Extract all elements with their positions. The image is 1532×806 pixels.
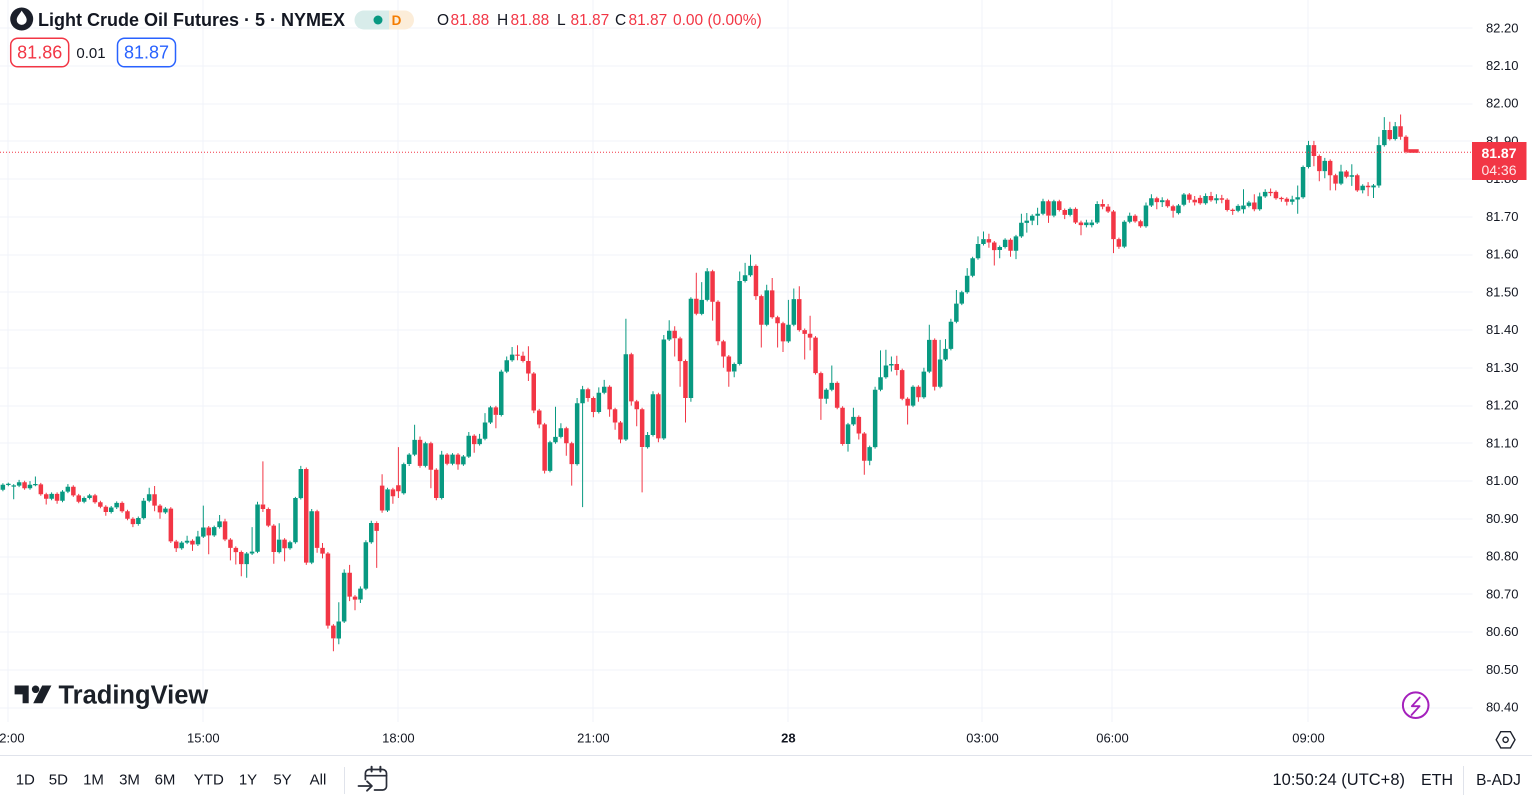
svg-text:Light Crude Oil Futures · 5 ·: Light Crude Oil Futures · 5 · NYMEX <box>38 9 346 30</box>
svg-text:B-ADJ: B-ADJ <box>1476 772 1521 789</box>
svg-text:10:50:24 (UTC+8): 10:50:24 (UTC+8) <box>1272 771 1405 789</box>
svg-text:28: 28 <box>781 731 795 746</box>
svg-text:81.10: 81.10 <box>1486 436 1519 451</box>
svg-text:81.87: 81.87 <box>629 12 668 29</box>
svg-text:1Y: 1Y <box>239 772 257 789</box>
svg-text:0.01: 0.01 <box>76 45 105 62</box>
svg-text:80.80: 80.80 <box>1486 549 1519 564</box>
svg-text:O: O <box>437 12 449 29</box>
svg-text:TradingView: TradingView <box>59 681 209 709</box>
svg-text:1M: 1M <box>83 772 104 789</box>
svg-text:81.40: 81.40 <box>1486 322 1519 337</box>
svg-text:1D: 1D <box>16 772 35 789</box>
svg-text:6M: 6M <box>155 772 176 789</box>
svg-text:81.60: 81.60 <box>1486 247 1519 262</box>
svg-text:81.50: 81.50 <box>1486 285 1519 300</box>
svg-text:0.00 (0.00%): 0.00 (0.00%) <box>673 12 762 29</box>
svg-text:18:00: 18:00 <box>382 731 415 746</box>
svg-text:80.60: 80.60 <box>1486 624 1519 639</box>
svg-text:03:00: 03:00 <box>966 731 999 746</box>
svg-text:04:36: 04:36 <box>1481 162 1516 178</box>
svg-text:81.30: 81.30 <box>1486 360 1519 375</box>
svg-text:C: C <box>615 12 626 29</box>
svg-text:82.00: 82.00 <box>1486 96 1519 111</box>
svg-text:81.00: 81.00 <box>1486 473 1519 488</box>
svg-text:09:00: 09:00 <box>1292 731 1325 746</box>
svg-text:12:00: 12:00 <box>0 731 25 746</box>
svg-text:80.40: 80.40 <box>1486 700 1519 715</box>
svg-text:81.87: 81.87 <box>124 43 169 63</box>
svg-text:ETH: ETH <box>1421 772 1453 789</box>
svg-text:81.88: 81.88 <box>451 12 490 29</box>
svg-text:81.86: 81.86 <box>17 43 62 63</box>
svg-text:5Y: 5Y <box>273 772 291 789</box>
svg-text:81.70: 81.70 <box>1486 209 1519 224</box>
svg-text:81.87: 81.87 <box>1481 145 1516 161</box>
svg-text:H: H <box>497 12 508 29</box>
svg-text:21:00: 21:00 <box>577 731 610 746</box>
svg-text:3M: 3M <box>119 772 140 789</box>
svg-text:80.50: 80.50 <box>1486 662 1519 677</box>
svg-text:82.20: 82.20 <box>1486 20 1519 35</box>
svg-text:06:00: 06:00 <box>1096 731 1129 746</box>
svg-text:YTD: YTD <box>194 772 224 789</box>
svg-text:81.88: 81.88 <box>511 12 550 29</box>
svg-text:15:00: 15:00 <box>187 731 220 746</box>
svg-text:80.70: 80.70 <box>1486 587 1519 602</box>
svg-text:D: D <box>392 13 402 28</box>
svg-text:L: L <box>557 12 566 29</box>
svg-text:81.87: 81.87 <box>571 12 610 29</box>
svg-text:5D: 5D <box>49 772 68 789</box>
svg-text:81.20: 81.20 <box>1486 398 1519 413</box>
svg-text:All: All <box>310 772 327 789</box>
svg-text:80.90: 80.90 <box>1486 511 1519 526</box>
svg-text:82.10: 82.10 <box>1486 58 1519 73</box>
